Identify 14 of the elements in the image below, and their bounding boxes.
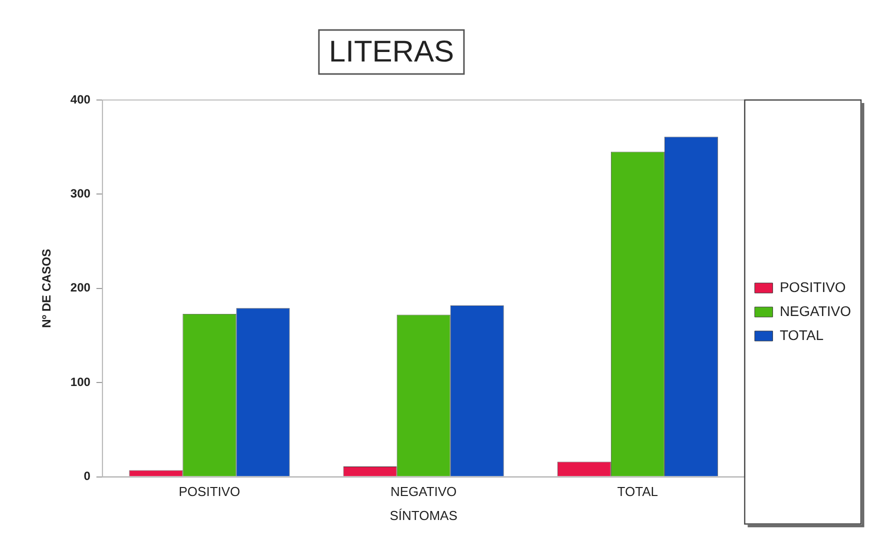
legend-label: TOTAL	[780, 326, 824, 343]
y-tick-label: 300	[70, 186, 91, 201]
legend-label: POSITIVO	[780, 278, 846, 295]
x-axis-title: SÍNTOMAS	[390, 508, 458, 523]
y-tick-label: 0	[84, 469, 91, 484]
y-tick-label: 400	[70, 92, 91, 106]
chart-title: LITERAS	[328, 35, 454, 68]
x-tick-label: NEGATIVO	[390, 484, 457, 500]
y-axis-title: Nº DE CASOS	[40, 248, 54, 328]
y-tick-label: 100	[70, 374, 91, 389]
legend-label: NEGATIVO	[780, 302, 852, 319]
y-tick-label: 200	[70, 280, 91, 295]
x-tick-label: TOTAL	[617, 484, 658, 500]
x-tick-label: POSITIVO	[178, 484, 240, 500]
